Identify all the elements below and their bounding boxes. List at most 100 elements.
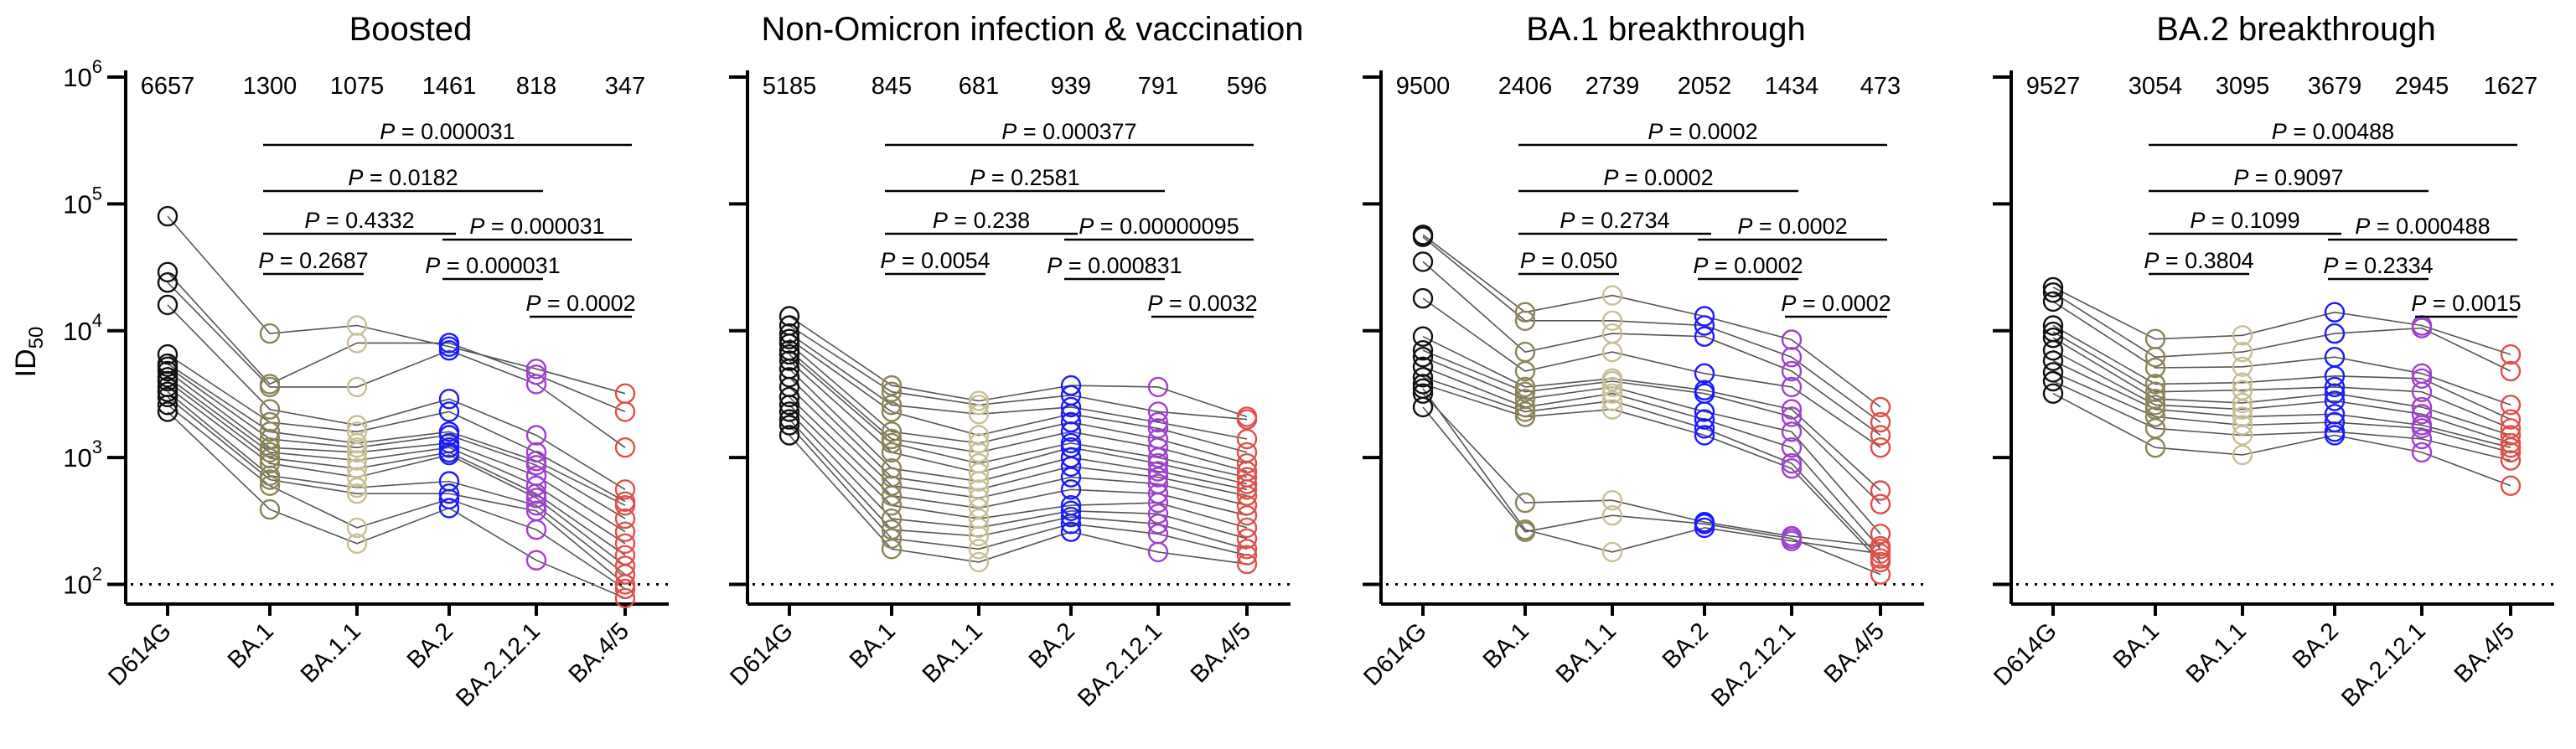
x-tick-label: BA.1: [2108, 617, 2165, 674]
data-point: [157, 395, 178, 416]
geometric-mean-label: 9500: [1396, 73, 1451, 100]
data-point: [2232, 399, 2253, 420]
data-point: [2324, 411, 2346, 433]
data-point: [1694, 425, 1715, 446]
p-symbol: P: [348, 165, 363, 190]
data-point: [2042, 315, 2064, 336]
p-value-label: P = 0.0182: [348, 165, 458, 190]
p-symbol: P: [1047, 253, 1062, 278]
data-point: [1060, 396, 1082, 418]
data-point: [614, 437, 636, 458]
p-value-label: P = 0.0054: [880, 248, 990, 273]
data-point: [438, 432, 460, 454]
p-value-label: P = 0.2687: [258, 248, 368, 273]
geometric-mean-label: 818: [516, 73, 556, 100]
data-point: [2144, 437, 2166, 458]
p-value-label: P = 0.2334: [2323, 253, 2433, 278]
data-point: [2042, 291, 2064, 313]
data-point: [2324, 376, 2346, 398]
data-point: [1060, 456, 1082, 477]
y-tick-label: 105: [63, 183, 102, 219]
subject-line: [789, 343, 1248, 464]
p-symbol: P: [425, 253, 440, 278]
data-point: [2411, 318, 2433, 338]
p-value-label: P = 0.4332: [304, 208, 414, 233]
data-point: [2042, 370, 2064, 392]
data-point: [1781, 376, 1803, 398]
data-point: [1412, 383, 1434, 404]
p-symbol: P: [1603, 165, 1618, 190]
y-axis-title: ID50: [10, 327, 48, 378]
data-point: [157, 272, 178, 293]
y-axis-label: ID50: [10, 327, 48, 378]
comparisons: P = 0.00488 P = 0.9097 P = 0.1099 P = 0.000…: [2144, 119, 2522, 318]
y-tick-label: 106: [63, 56, 102, 92]
data-point: [525, 374, 547, 395]
data-point: [881, 475, 903, 496]
data-point: [259, 323, 281, 344]
data-point: [259, 475, 281, 496]
subject-line: [167, 404, 626, 590]
x-tick-label: BA.4/5: [2449, 617, 2520, 688]
p-symbol: P: [258, 248, 273, 273]
subject-line: [167, 386, 626, 567]
data-point: [2042, 276, 2064, 298]
x-tick-label: BA.1.1: [1551, 617, 1622, 688]
geometric-mean-label: 3679: [2308, 73, 2362, 100]
data-point: [614, 587, 636, 609]
data-point: [2144, 395, 2166, 416]
subject-line: [789, 368, 1248, 491]
data-point: [1781, 406, 1803, 427]
subject-line: [1422, 383, 1881, 563]
data-point: [1870, 437, 1891, 458]
data-point: [2144, 357, 2166, 379]
data-point: [968, 471, 990, 492]
data-point: [1694, 517, 1715, 539]
data-point: [2232, 392, 2253, 414]
data-point: [525, 475, 547, 496]
data-point: [778, 425, 800, 446]
data-point: [2411, 381, 2433, 402]
subject-line: [1422, 236, 1881, 423]
subject-line: [1422, 388, 1881, 555]
geometric-mean-label: 2945: [2395, 73, 2449, 100]
geometric-mean-label: 5185: [763, 73, 817, 100]
data-point: [1514, 401, 1536, 422]
data-point: [2500, 475, 2522, 496]
data-point: [1236, 539, 1258, 560]
data-point: [346, 517, 368, 539]
data-point: [1412, 251, 1434, 272]
p-symbol: P: [525, 291, 541, 316]
subject-line: [789, 354, 1248, 478]
data-point: [968, 551, 990, 573]
x-tick-label: D614G: [103, 617, 177, 691]
data-point: [1514, 310, 1536, 331]
data-point: [438, 437, 460, 458]
data-point: [1060, 467, 1082, 488]
subject-lines: [2052, 287, 2511, 487]
data-point: [2324, 390, 2346, 411]
p-value-label: P = 0.050: [1520, 248, 1617, 273]
y-tick-exponent: 5: [92, 183, 102, 204]
data-point: [2232, 415, 2253, 436]
data-point: [1870, 480, 1891, 501]
data-point: [2411, 418, 2433, 439]
data-point: [968, 539, 990, 560]
subject-line: [167, 396, 626, 586]
panel-3: BA.1 breakthrough D614G BA.1 BA.1.1 BA.2BA.2…: [1358, 11, 1924, 712]
data-point: [778, 395, 800, 416]
data-point: [1870, 551, 1891, 573]
subject-line: [2052, 349, 2511, 444]
data-point: [968, 395, 990, 416]
data-point: [778, 350, 800, 371]
p-symbol: P: [2144, 248, 2159, 273]
subject-line: [167, 282, 626, 448]
data-point: [1514, 406, 1536, 427]
subject-line: [2052, 392, 2511, 487]
x-tick-label: BA.1: [223, 617, 279, 674]
data-point: [2500, 432, 2522, 454]
data-point: [2324, 425, 2346, 446]
data-point: [2042, 350, 2064, 371]
data-point: [1147, 411, 1169, 433]
p-value-label: P = 0.000377: [1001, 119, 1136, 144]
